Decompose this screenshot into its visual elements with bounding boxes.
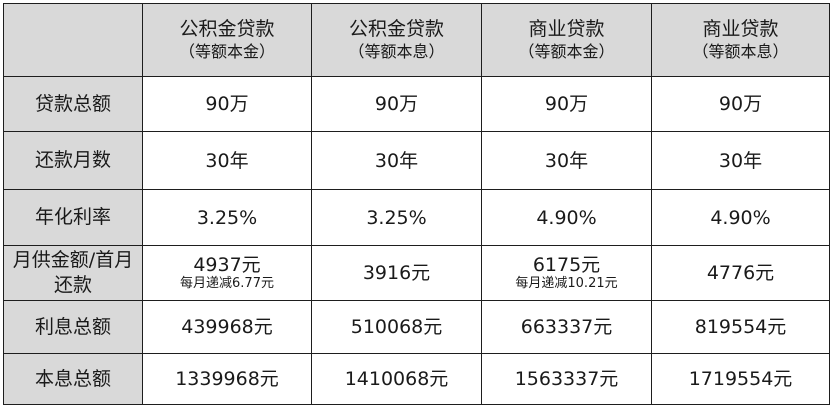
table-cell: 439968元 [142, 300, 312, 354]
column-title: 商业贷款 [702, 18, 779, 40]
cell-value: 90万 [718, 93, 763, 115]
table-cell: 30年 [142, 131, 312, 190]
column-subtitle: （等额本息） [692, 42, 789, 61]
table-row: 年化利率 3.25% 3.25% 4.90% 4.90% [3, 189, 830, 246]
cell-value: 439968元 [181, 316, 273, 338]
column-subtitle: （等额本金） [518, 42, 615, 61]
row-label: 还款月数 [3, 131, 143, 190]
table-row: 贷款总额 90万 90万 90万 90万 [3, 76, 830, 132]
cell-value: 4.90% [710, 206, 771, 229]
column-header: 商业贷款 （等额本息） [651, 3, 830, 77]
cell-value: 819554元 [694, 316, 787, 338]
table-cell: 90万 [311, 76, 482, 132]
table-cell: 30年 [311, 131, 482, 190]
cell-value: 90万 [205, 93, 249, 115]
column-header: 公积金贷款 （等额本金） [142, 3, 312, 77]
table-cell: 1339968元 [142, 353, 312, 405]
loan-comparison-table: 公积金贷款 （等额本金） 公积金贷款 （等额本息） 商业贷款 （等额本金） 商业… [3, 3, 830, 405]
table-cell: 90万 [481, 76, 652, 132]
cell-value: 1563337元 [514, 368, 619, 390]
table-cell: 30年 [481, 131, 652, 190]
row-label: 月供金额/首月还款 [3, 245, 143, 301]
column-subtitle: （等额本息） [348, 42, 445, 61]
row-label: 利息总额 [3, 300, 143, 354]
cell-value: 90万 [374, 93, 419, 115]
cell-value: 30年 [544, 149, 589, 172]
header-row: 公积金贷款 （等额本金） 公积金贷款 （等额本息） 商业贷款 （等额本金） 商业… [3, 3, 830, 77]
cell-value: 3.25% [196, 206, 258, 229]
cell-note: 每月递减6.77元 [180, 276, 274, 291]
cell-value: 4776元 [706, 262, 775, 284]
column-title: 公积金贷款 [179, 18, 275, 40]
table-cell: 1410068元 [311, 353, 482, 405]
column-header: 公积金贷款 （等额本息） [311, 3, 482, 77]
table-cell: 6175元 每月递减10.21元 [481, 245, 652, 301]
table-cell: 3916元 [311, 245, 482, 301]
cell-value: 663337元 [520, 316, 613, 338]
table-cell: 4776元 [651, 245, 830, 301]
cell-value: 1339968元 [175, 368, 279, 390]
cell-value: 30年 [718, 149, 763, 172]
table-row: 还款月数 30年 30年 30年 30年 [3, 131, 830, 190]
cell-value: 3.25% [366, 206, 427, 229]
column-header: 商业贷款 （等额本金） [481, 3, 652, 77]
table-row: 月供金额/首月还款 4937元 每月递减6.77元 3916元 6175元 每月… [3, 245, 830, 301]
cell-value: 30年 [374, 149, 419, 172]
table-cell: 4.90% [481, 189, 652, 246]
table-cell: 4.90% [651, 189, 830, 246]
cell-value: 90万 [544, 93, 589, 115]
cell-value: 6175元 [532, 254, 601, 276]
column-subtitle: （等额本金） [178, 42, 275, 61]
table-cell: 819554元 [651, 300, 830, 354]
table-cell: 510068元 [311, 300, 482, 354]
row-label: 贷款总额 [3, 76, 143, 132]
cell-note: 每月递减10.21元 [515, 276, 618, 291]
column-title: 商业贷款 [528, 18, 605, 40]
cell-value: 1410068元 [344, 368, 449, 390]
table-cell: 90万 [651, 76, 830, 132]
cell-value: 4.90% [536, 206, 597, 229]
table-cell: 3.25% [311, 189, 482, 246]
cell-value: 3916元 [362, 262, 431, 284]
corner-cell [3, 3, 143, 77]
cell-value: 1719554元 [688, 368, 793, 390]
table-cell: 663337元 [481, 300, 652, 354]
cell-value: 510068元 [350, 316, 443, 338]
table-cell: 1563337元 [481, 353, 652, 405]
table-cell: 90万 [142, 76, 312, 132]
column-title: 公积金贷款 [348, 18, 444, 40]
cell-value: 30年 [205, 149, 249, 172]
table-cell: 3.25% [142, 189, 312, 246]
table-row: 本息总额 1339968元 1410068元 1563337元 1719554元 [3, 353, 830, 405]
table-cell: 1719554元 [651, 353, 830, 405]
cell-value: 4937元 [193, 254, 261, 276]
row-label: 本息总额 [3, 353, 143, 405]
row-label: 年化利率 [3, 189, 143, 246]
table-row: 利息总额 439968元 510068元 663337元 819554元 [3, 300, 830, 354]
table-cell: 4937元 每月递减6.77元 [142, 245, 312, 301]
table-cell: 30年 [651, 131, 830, 190]
